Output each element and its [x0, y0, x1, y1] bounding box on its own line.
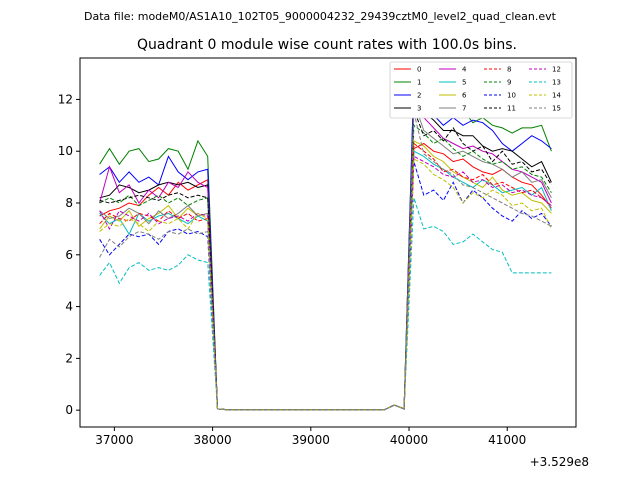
legend-label-2: 2	[417, 92, 421, 100]
x-tick-label: 39000	[292, 433, 330, 447]
plot-lines	[99, 75, 552, 411]
legend-label-15: 15	[552, 105, 561, 113]
x-tick-label: 37000	[95, 433, 133, 447]
legend-label-3: 3	[417, 105, 421, 113]
legend-label-1: 1	[417, 79, 421, 87]
legend-label-10: 10	[507, 92, 516, 100]
x-axis-offset-label: +3.529e8	[530, 455, 589, 469]
legend-label-9: 9	[507, 79, 511, 87]
legend-label-11: 11	[507, 105, 516, 113]
legend-label-8: 8	[507, 66, 511, 74]
series-line-15	[99, 112, 552, 411]
y-tick-label: 4	[65, 300, 73, 314]
x-tick-label: 41000	[488, 433, 526, 447]
y-tick-label: 10	[58, 144, 73, 158]
y-tick-label: 2	[65, 351, 73, 365]
y-tick-label: 0	[65, 403, 73, 417]
legend-label-13: 13	[552, 79, 561, 87]
legend-label-12: 12	[552, 66, 561, 74]
y-axis: 0 2 4 6 8 10 12	[58, 92, 80, 417]
legend-label-5: 5	[462, 79, 466, 87]
y-tick-label: 12	[58, 92, 73, 106]
legend-label-0: 0	[417, 66, 421, 74]
legend-label-14: 14	[552, 92, 561, 100]
legend-label-7: 7	[462, 105, 466, 113]
figure-suptitle: Data file: modeM0/AS1A10_102T05_90000042…	[84, 10, 557, 23]
y-tick-label: 8	[65, 196, 73, 210]
x-tick-label: 40000	[390, 433, 428, 447]
y-tick-label: 6	[65, 248, 73, 262]
series-line-9	[99, 124, 552, 411]
chart-title: Quadrant 0 module wise count rates with …	[137, 37, 517, 53]
legend-label-4: 4	[462, 66, 467, 74]
legend-box	[389, 61, 573, 119]
axes-frame	[79, 57, 577, 428]
legend-label-6: 6	[462, 92, 467, 100]
x-axis: 37000 38000 39000 40000 41000	[95, 427, 526, 447]
series-line-14	[99, 158, 552, 411]
x-tick-label: 38000	[194, 433, 232, 447]
